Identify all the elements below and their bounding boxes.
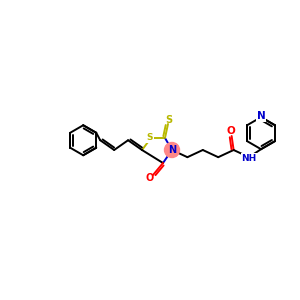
Circle shape [164, 142, 179, 158]
Text: O: O [226, 126, 235, 136]
Text: S: S [147, 134, 153, 142]
Text: O: O [146, 173, 154, 183]
Text: N: N [257, 111, 266, 121]
Text: N: N [168, 145, 176, 155]
Text: NH: NH [242, 154, 257, 163]
Text: S: S [165, 115, 172, 125]
